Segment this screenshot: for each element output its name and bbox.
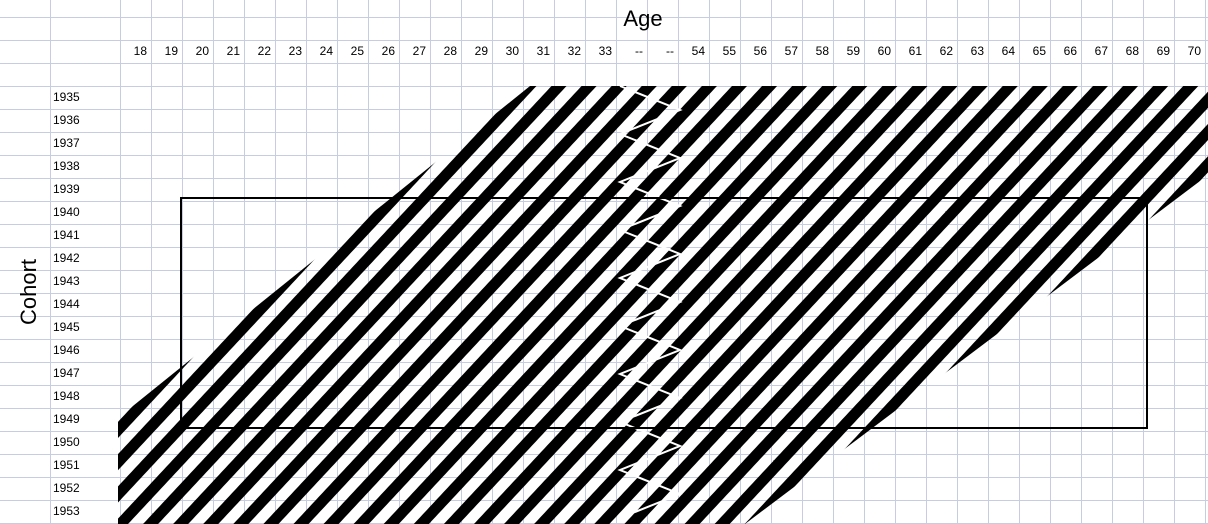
age-label: 22 [258, 44, 272, 58]
cohort-label: 1943 [53, 274, 80, 288]
age-label: 33 [599, 44, 613, 58]
cohort-label: 1937 [53, 136, 80, 150]
age-label: 55 [723, 44, 737, 58]
age-label: 28 [444, 44, 458, 58]
age-label: 26 [382, 44, 396, 58]
age-label: 30 [506, 44, 520, 58]
cohort-label: 1948 [53, 389, 80, 403]
age-label: 66 [1064, 44, 1078, 58]
age-label: 68 [1126, 44, 1140, 58]
cohort-label: 1938 [53, 159, 80, 173]
age-label: 32 [568, 44, 582, 58]
cohort-label: 1945 [53, 320, 80, 334]
age-label: 21 [227, 44, 241, 58]
age-label: 56 [754, 44, 768, 58]
age-label: 18 [134, 44, 148, 58]
age-label: 64 [1002, 44, 1016, 58]
age-label: 25 [351, 44, 365, 58]
age-label: 67 [1095, 44, 1109, 58]
cohort-label: 1949 [53, 412, 80, 426]
cohort-label: 1942 [53, 251, 80, 265]
y-axis-title: Cohort [16, 259, 41, 325]
cohort-label: 1941 [53, 228, 80, 242]
age-label: 27 [413, 44, 427, 58]
age-label: 65 [1033, 44, 1047, 58]
age-label: -- [635, 44, 643, 58]
age-label: 62 [940, 44, 954, 58]
age-label: 54 [692, 44, 706, 58]
age-label: 20 [196, 44, 210, 58]
cohort-label: 1944 [53, 297, 80, 311]
cohort-label: 1935 [53, 90, 80, 104]
age-label: 60 [878, 44, 892, 58]
age-label: 58 [816, 44, 830, 58]
age-label: -- [666, 44, 674, 58]
age-label: 59 [847, 44, 861, 58]
age-label: 57 [785, 44, 799, 58]
cohort-label: 1940 [53, 205, 80, 219]
age-label: 29 [475, 44, 489, 58]
x-axis-title: Age [623, 6, 662, 31]
cohort-label: 1946 [53, 343, 80, 357]
cohort-label: 1951 [53, 458, 80, 472]
axis-break [617, 85, 683, 519]
age-label: 19 [165, 44, 179, 58]
cohort-label: 1936 [53, 113, 80, 127]
age-label: 31 [537, 44, 551, 58]
cohort-label: 1952 [53, 481, 80, 495]
cohort-label: 1950 [53, 435, 80, 449]
age-label: 69 [1157, 44, 1171, 58]
age-label: 23 [289, 44, 303, 58]
cohort-label: 1939 [53, 182, 80, 196]
age-label: 63 [971, 44, 985, 58]
cohort-label: 1953 [53, 504, 80, 518]
age-label: 70 [1188, 44, 1202, 58]
cohort-label: 1947 [53, 366, 80, 380]
age-label: 24 [320, 44, 334, 58]
selection-box [180, 197, 1148, 429]
age-label: 61 [909, 44, 923, 58]
